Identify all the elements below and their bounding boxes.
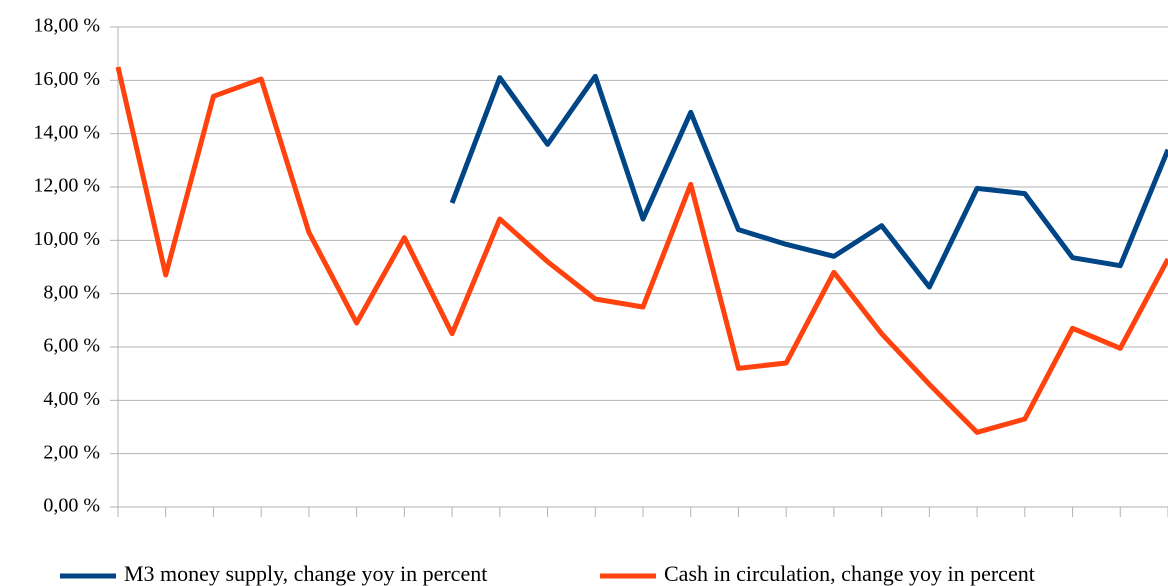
y-tick-label: 2,00 % <box>43 441 100 463</box>
y-tick-label: 10,00 % <box>33 228 100 250</box>
y-tick-label: 14,00 % <box>33 121 100 143</box>
y-tick-label: 18,00 % <box>33 15 100 37</box>
legend-label: Cash in circulation, change yoy in perce… <box>664 561 1035 586</box>
y-tick-label: 16,00 % <box>33 68 100 90</box>
y-tick-label: 4,00 % <box>43 388 100 410</box>
y-tick-label: 12,00 % <box>33 175 100 197</box>
y-tick-label: 8,00 % <box>43 281 100 303</box>
y-tick-label: 6,00 % <box>43 335 100 357</box>
series-line <box>115 66 1168 435</box>
y-tick-label: 0,00 % <box>43 495 100 517</box>
legend-label: M3 money supply, change yoy in percent <box>124 561 487 586</box>
series-line <box>449 73 1168 290</box>
